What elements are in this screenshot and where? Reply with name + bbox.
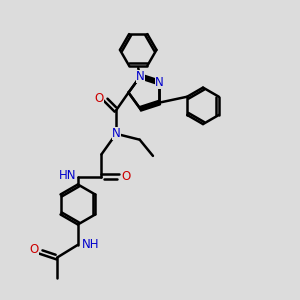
Text: NH: NH (82, 238, 100, 251)
Text: N: N (155, 76, 164, 89)
Text: O: O (94, 92, 104, 105)
Text: O: O (30, 243, 39, 256)
Text: N: N (112, 127, 121, 140)
Text: O: O (121, 170, 130, 183)
Text: N: N (136, 70, 145, 83)
Text: HN: HN (59, 169, 76, 182)
